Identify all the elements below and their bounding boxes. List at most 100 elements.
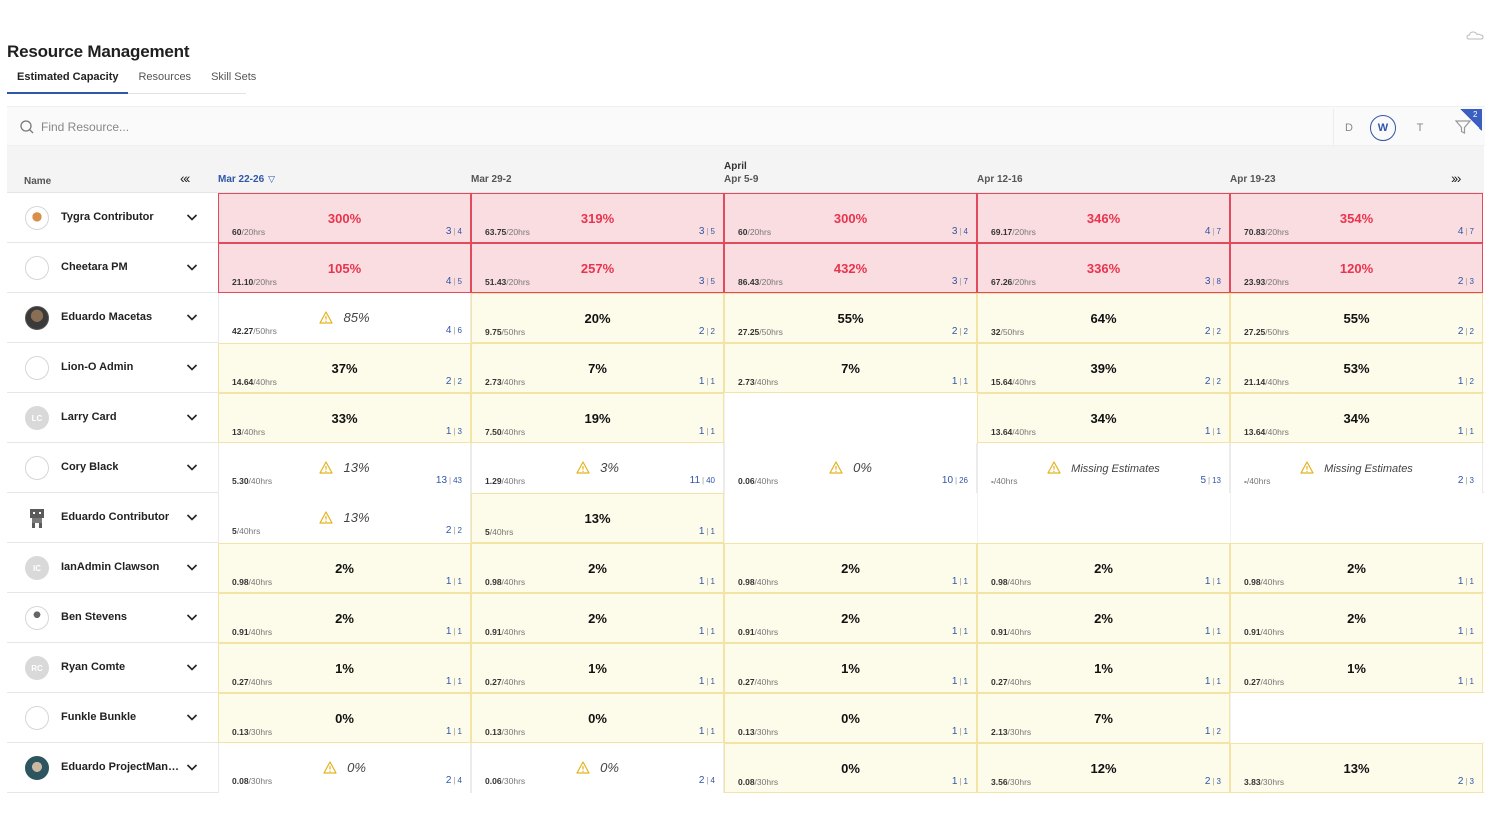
capacity-cell[interactable]: 7% 2.73/40hrs 1 | 1 xyxy=(471,343,724,393)
tab-resources[interactable]: Resources xyxy=(138,71,192,83)
capacity-cell[interactable]: 2% 0.91/40hrs 1 | 1 xyxy=(977,593,1230,643)
resource-name-cell[interactable]: Eduardo Macetas xyxy=(7,293,218,343)
capacity-cell[interactable]: 336% 67.26/20hrs 3 | 8 xyxy=(977,243,1230,293)
capacity-cell[interactable]: 2% 0.98/40hrs 1 | 1 xyxy=(218,543,471,593)
resource-name-cell[interactable]: Ben Stevens xyxy=(7,593,218,643)
capacity-cell[interactable]: 2% 0.98/40hrs 1 | 1 xyxy=(1230,543,1483,593)
capacity-cell[interactable]: 13% 5/40hrs 1 | 1 xyxy=(471,493,724,543)
capacity-cell[interactable] xyxy=(724,493,977,543)
capacity-cell[interactable]: 2% 0.91/40hrs 1 | 1 xyxy=(724,593,977,643)
view-week-button[interactable]: W xyxy=(1370,115,1396,141)
capacity-cell[interactable]: 1% 0.27/40hrs 1 | 1 xyxy=(218,643,471,693)
capacity-cell[interactable]: 0% 0.13/30hrs 1 | 1 xyxy=(218,693,471,743)
resource-name-cell[interactable]: LC Larry Card xyxy=(7,393,218,443)
capacity-cell[interactable] xyxy=(977,493,1230,543)
capacity-cell[interactable]: 3% 1.29/40hrs 11 | 40 xyxy=(471,443,724,493)
capacity-cell[interactable] xyxy=(1230,493,1483,543)
capacity-cell[interactable] xyxy=(724,393,977,443)
capacity-cell[interactable]: 0% 0.06/30hrs 2 | 4 xyxy=(471,743,724,793)
capacity-cell[interactable]: 7% 2.73/40hrs 1 | 1 xyxy=(724,343,977,393)
capacity-cell[interactable]: 105% 21.10/20hrs 4 | 5 xyxy=(218,243,471,293)
capacity-cell[interactable]: 39% 15.64/40hrs 2 | 2 xyxy=(977,343,1230,393)
resource-name-cell[interactable]: Cheetara PM xyxy=(7,243,218,293)
capacity-cell[interactable]: 300% 60/20hrs 3 | 4 xyxy=(218,193,471,243)
capacity-cell[interactable]: 0% 0.13/30hrs 1 | 1 xyxy=(471,693,724,743)
chevron-down-icon[interactable] xyxy=(185,310,199,324)
week-header-2[interactable]: Mar 29-2 xyxy=(471,174,512,185)
chevron-down-icon[interactable] xyxy=(185,260,199,274)
capacity-cell[interactable]: 64% 32/50hrs 2 | 2 xyxy=(977,293,1230,343)
chevron-down-icon[interactable] xyxy=(185,560,199,574)
cloud-icon[interactable] xyxy=(1466,30,1484,40)
capacity-cell[interactable]: 2% 0.91/40hrs 1 | 1 xyxy=(218,593,471,643)
chevron-down-icon[interactable] xyxy=(185,360,199,374)
capacity-cell[interactable]: 432% 86.43/20hrs 3 | 7 xyxy=(724,243,977,293)
resource-name-cell[interactable]: Eduardo ProjectManag... xyxy=(7,743,218,793)
capacity-cell[interactable]: 354% 70.83/20hrs 4 | 7 xyxy=(1230,193,1483,243)
resource-name-cell[interactable]: Eduardo Contributor xyxy=(7,493,218,543)
capacity-cell[interactable]: 37% 14.64/40hrs 2 | 2 xyxy=(218,343,471,393)
capacity-cell[interactable]: 33% 13/40hrs 1 | 3 xyxy=(218,393,471,443)
capacity-cell[interactable]: 0% 0.13/30hrs 1 | 1 xyxy=(724,693,977,743)
capacity-cell[interactable]: 12% 3.56/30hrs 2 | 3 xyxy=(977,743,1230,793)
week-header-3[interactable]: Apr 5-9 xyxy=(724,174,759,185)
resource-name-cell[interactable]: Funkle Bunkle xyxy=(7,693,218,743)
resource-name-cell[interactable]: Tygra Contributor xyxy=(7,193,218,243)
search-input[interactable] xyxy=(41,116,741,138)
chevron-down-icon[interactable] xyxy=(185,660,199,674)
capacity-cell[interactable] xyxy=(1230,693,1483,743)
capacity-cell[interactable]: 1% 0.27/40hrs 1 | 1 xyxy=(471,643,724,693)
capacity-cell[interactable]: 20% 9.75/50hrs 2 | 2 xyxy=(471,293,724,343)
chevron-down-icon[interactable] xyxy=(185,410,199,424)
capacity-cell[interactable]: 0% 0.06/40hrs 10 | 26 xyxy=(724,443,977,493)
capacity-cell[interactable]: 2% 0.91/40hrs 1 | 1 xyxy=(471,593,724,643)
week-header-4[interactable]: Apr 12-16 xyxy=(977,174,1023,185)
capacity-cell[interactable]: 346% 69.17/20hrs 4 | 7 xyxy=(977,193,1230,243)
capacity-cell[interactable]: 85% 42.27/50hrs 4 | 6 xyxy=(218,293,471,343)
resource-name-cell[interactable]: IC IanAdmin Clawson xyxy=(7,543,218,593)
chevron-down-icon[interactable] xyxy=(185,760,199,774)
capacity-cell[interactable]: 53% 21.14/40hrs 1 | 2 xyxy=(1230,343,1483,393)
name-column-header[interactable]: Name xyxy=(24,176,52,187)
next-weeks-icon[interactable]: ›» xyxy=(1451,170,1462,186)
capacity-cell[interactable]: 13% 5.30/40hrs 13 | 43 xyxy=(218,443,471,493)
capacity-cell[interactable]: 34% 13.64/40hrs 1 | 1 xyxy=(1230,393,1483,443)
capacity-cell[interactable]: 55% 27.25/50hrs 2 | 2 xyxy=(1230,293,1483,343)
resource-name-cell[interactable]: Lion-O Admin xyxy=(7,343,218,393)
capacity-cell[interactable]: 34% 13.64/40hrs 1 | 1 xyxy=(977,393,1230,443)
capacity-cell[interactable]: 1% 0.27/40hrs 1 | 1 xyxy=(724,643,977,693)
capacity-cell[interactable]: Missing Estimates -/40hrs 5 | 13 xyxy=(977,443,1230,493)
chevron-down-icon[interactable] xyxy=(185,610,199,624)
capacity-cell[interactable]: 1% 0.27/40hrs 1 | 1 xyxy=(977,643,1230,693)
capacity-cell[interactable]: 13% 5/40hrs 2 | 2 xyxy=(218,493,471,543)
week-header-5[interactable]: Apr 19-23 xyxy=(1230,174,1276,185)
capacity-cell[interactable]: 19% 7.50/40hrs 1 | 1 xyxy=(471,393,724,443)
resource-name-cell[interactable]: Cory Black xyxy=(7,443,218,493)
capacity-cell[interactable]: Missing Estimates -/40hrs 2 | 3 xyxy=(1230,443,1483,493)
view-timeline-button[interactable]: T xyxy=(1416,122,1424,134)
chevron-down-icon[interactable] xyxy=(185,710,199,724)
view-day-button[interactable]: D xyxy=(1345,122,1353,134)
capacity-cell[interactable]: 13% 3.83/30hrs 2 | 3 xyxy=(1230,743,1483,793)
capacity-cell[interactable]: 7% 2.13/30hrs 1 | 2 xyxy=(977,693,1230,743)
chevron-down-icon[interactable] xyxy=(185,210,199,224)
capacity-cell[interactable]: 120% 23.93/20hrs 2 | 3 xyxy=(1230,243,1483,293)
capacity-cell[interactable]: 0% 0.08/30hrs 2 | 4 xyxy=(218,743,471,793)
sort-down-icon[interactable]: ▽ xyxy=(268,174,276,184)
tab-estimated-capacity[interactable]: Estimated Capacity xyxy=(7,64,129,94)
capacity-cell[interactable]: 300% 60/20hrs 3 | 4 xyxy=(724,193,977,243)
previous-weeks-icon[interactable]: «‹ xyxy=(180,170,191,186)
capacity-cell[interactable]: 1% 0.27/40hrs 1 | 1 xyxy=(1230,643,1483,693)
capacity-cell[interactable]: 55% 27.25/50hrs 2 | 2 xyxy=(724,293,977,343)
capacity-cell[interactable]: 2% 0.91/40hrs 1 | 1 xyxy=(1230,593,1483,643)
capacity-cell[interactable]: 2% 0.98/40hrs 1 | 1 xyxy=(471,543,724,593)
week-header-1[interactable]: Mar 22-26 ▽ xyxy=(218,174,275,185)
chevron-down-icon[interactable] xyxy=(185,460,199,474)
capacity-cell[interactable]: 2% 0.98/40hrs 1 | 1 xyxy=(724,543,977,593)
capacity-cell[interactable]: 2% 0.98/40hrs 1 | 1 xyxy=(977,543,1230,593)
capacity-cell[interactable]: 257% 51.43/20hrs 3 | 5 xyxy=(471,243,724,293)
resource-name-cell[interactable]: RC Ryan Comte xyxy=(7,643,218,693)
chevron-down-icon[interactable] xyxy=(185,510,199,524)
capacity-cell[interactable]: 319% 63.75/20hrs 3 | 5 xyxy=(471,193,724,243)
capacity-cell[interactable]: 0% 0.08/30hrs 1 | 1 xyxy=(724,743,977,793)
